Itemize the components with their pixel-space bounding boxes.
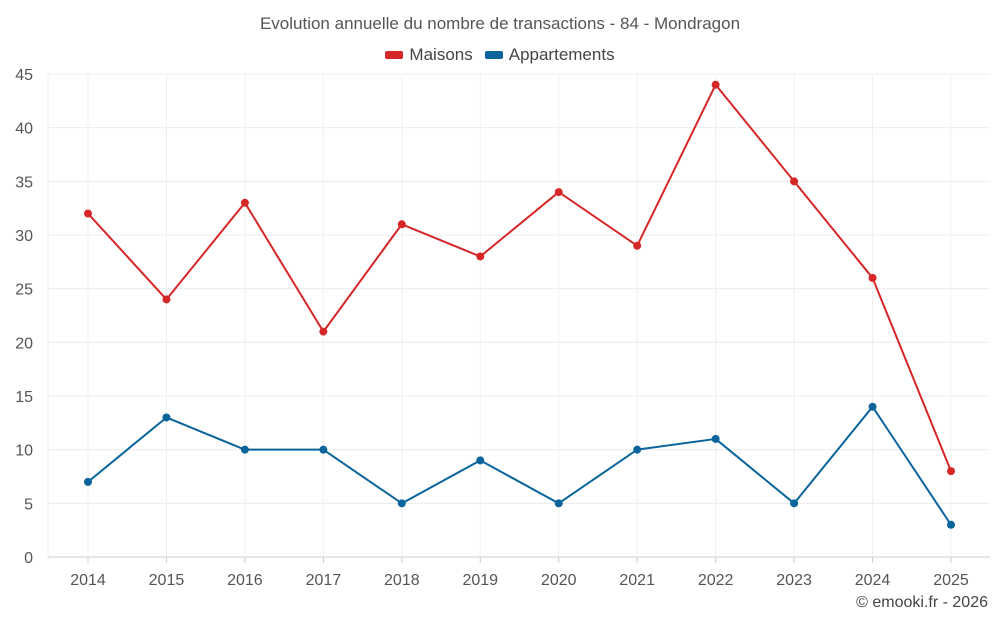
data-point-maisons [319, 327, 328, 336]
data-point-maisons [554, 188, 563, 197]
data-point-appartements [868, 402, 877, 411]
data-point-maisons [476, 252, 485, 261]
legend: Maisons Appartements [0, 45, 1000, 65]
data-point-appartements [240, 445, 249, 454]
legend-label-appartements: Appartements [508, 45, 615, 64]
y-tick-label: 30 [15, 228, 33, 245]
data-point-appartements [947, 520, 955, 529]
x-tick-label: 2018 [384, 572, 420, 589]
legend-item-appartements[interactable]: Appartements [484, 45, 615, 65]
y-tick-label: 20 [15, 335, 33, 352]
x-tick-label: 2023 [776, 572, 812, 589]
data-point-appartements [319, 445, 328, 454]
legend-swatch-maisons [385, 51, 404, 59]
legend-item-maisons[interactable]: Maisons [385, 45, 473, 65]
data-point-appartements [84, 477, 92, 486]
x-tick-label: 2021 [619, 572, 655, 589]
y-tick-label: 15 [15, 389, 33, 406]
x-tick-label: 2017 [306, 572, 342, 589]
data-point-maisons [240, 198, 249, 207]
legend-swatch-appartements [484, 51, 503, 59]
x-tick-label: 2020 [541, 572, 577, 589]
x-tick-label: 2014 [70, 572, 106, 589]
y-tick-label: 40 [15, 121, 33, 138]
y-tick-label: 5 [24, 496, 33, 513]
series-line-maisons [87, 83, 952, 472]
data-point-maisons [633, 241, 642, 250]
data-point-maisons [397, 220, 406, 229]
y-tick-label: 45 [15, 67, 33, 84]
credit-text: © emooki.fr - 2026 [856, 594, 988, 611]
data-point-appartements [476, 456, 485, 465]
x-tick-label: 2024 [855, 572, 891, 589]
data-point-maisons [162, 295, 171, 304]
legend-label-maisons: Maisons [409, 45, 473, 64]
data-point-maisons [790, 177, 799, 186]
y-tick-label: 25 [15, 282, 33, 299]
data-point-appartements [711, 434, 720, 443]
y-tick-label: 0 [24, 550, 33, 567]
chart-title: Evolution annuelle du nombre de transact… [259, 14, 741, 33]
data-point-appartements [554, 499, 563, 508]
data-point-maisons [868, 273, 877, 282]
x-tick-label: 2016 [227, 572, 263, 589]
y-tick-label: 35 [15, 174, 33, 191]
data-point-appartements [633, 445, 642, 454]
data-point-appartements [397, 499, 406, 508]
data-point-appartements [790, 499, 799, 508]
x-tick-label: 2022 [698, 572, 734, 589]
data-point-maisons [947, 467, 955, 476]
x-tick-label: 2019 [462, 572, 498, 589]
data-point-maisons [84, 209, 92, 218]
series-line-appartements [87, 405, 952, 526]
data-point-appartements [162, 413, 171, 422]
x-tick-label: 2015 [149, 572, 185, 589]
data-point-maisons [711, 80, 720, 89]
x-tick-label: 2025 [933, 572, 969, 589]
y-tick-label: 10 [15, 443, 33, 460]
